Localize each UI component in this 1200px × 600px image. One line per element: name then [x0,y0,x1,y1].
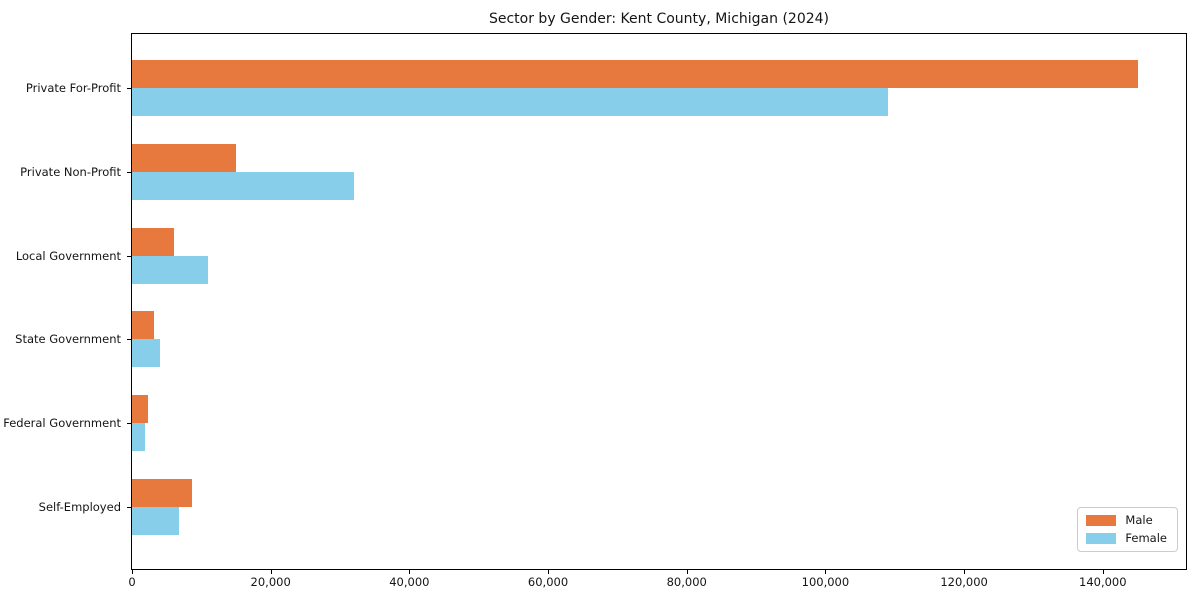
y-tick-mark [127,423,131,424]
x-tick-mark [686,570,688,574]
y-tick-label-private-for-profit: Private For-Profit [25,81,121,95]
legend-item-female: Female [1086,532,1167,545]
bar-male-federal-government [132,395,148,423]
x-tick-label: 80,000 [666,575,707,589]
x-tick-label: 20,000 [250,575,291,589]
bar-male-local-government [132,227,174,256]
x-tick-label: 0 [128,575,136,589]
y-tick-label-self-employed: Self-Employed [38,499,121,514]
y-tick-label-local-government: Local Government [15,248,121,263]
legend: Male Female [1077,507,1178,552]
x-tick-mark [132,570,133,574]
legend-item-male: Male [1086,514,1167,527]
y-tick-mark [127,88,131,89]
bar-female-private-for-profit [132,88,888,116]
chart-title: Sector by Gender: Kent County, Michigan … [488,11,830,27]
y-tick-mark [127,171,131,173]
y-tick-label-state-government: State Government [15,332,121,347]
x-tick-label: 120,000 [940,575,988,589]
legend-swatch-male [1086,515,1117,526]
x-tick-mark [548,570,550,574]
legend-label-male: Male [1125,513,1153,527]
legend-label-female: Female [1125,531,1167,545]
bar-male-self-employed [132,478,193,507]
x-tick-label: 140,000 [1079,575,1127,589]
y-tick-mark [127,339,131,341]
x-tick-label: 100,000 [801,575,850,589]
y-tick-mark [127,255,131,257]
bar-female-federal-government [132,423,145,451]
legend-swatch-female [1086,533,1117,544]
bar-female-state-government [132,339,160,368]
bar-female-local-government [132,255,209,284]
x-tick-mark [409,570,411,574]
plot-area: Male Female [131,33,1187,570]
x-tick-mark [1102,570,1104,574]
x-tick-mark [964,570,966,574]
bar-male-private-for-profit [132,60,1138,88]
bar-female-private-non-profit [132,171,354,200]
x-tick-mark [270,570,272,574]
y-tick-mark [127,506,131,508]
x-tick-mark [825,570,827,574]
bar-male-private-non-profit [132,143,236,172]
x-tick-label: 60,000 [527,575,569,589]
bar-female-self-employed [132,506,180,535]
x-tick-label: 40,000 [389,575,430,589]
bar-male-state-government [132,311,155,340]
y-tick-label-federal-government: Federal Government [3,416,121,430]
y-tick-label-private-non-profit: Private Non-Profit [20,164,121,179]
